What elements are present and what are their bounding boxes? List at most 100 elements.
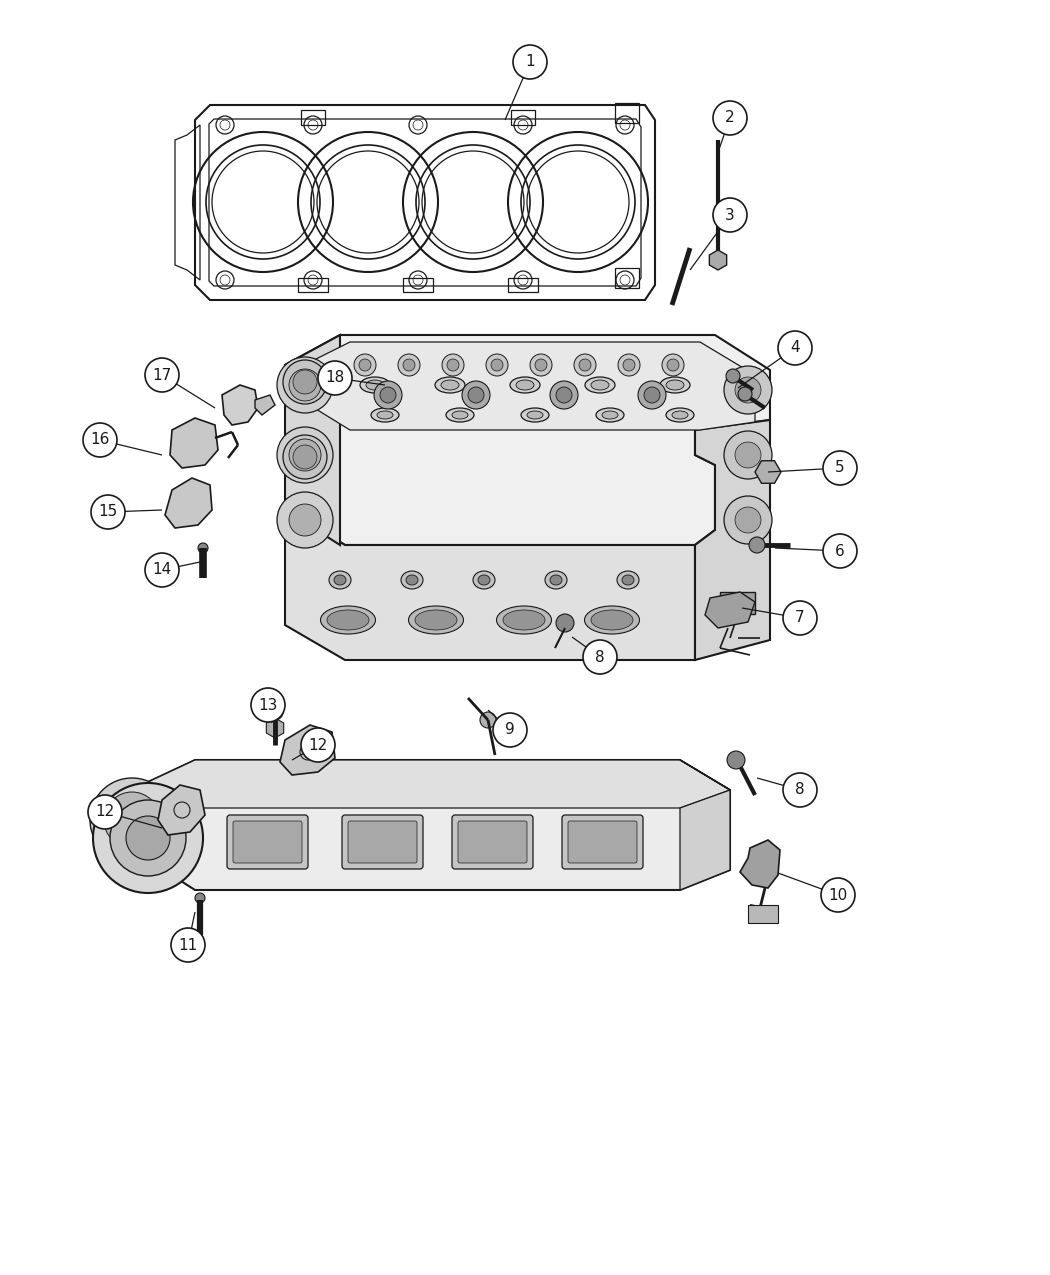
Circle shape xyxy=(823,534,857,567)
Circle shape xyxy=(462,381,490,409)
Bar xyxy=(720,592,755,615)
Polygon shape xyxy=(280,725,335,775)
FancyBboxPatch shape xyxy=(348,821,417,863)
Circle shape xyxy=(618,354,640,376)
Circle shape xyxy=(380,388,396,403)
Circle shape xyxy=(480,711,496,728)
Ellipse shape xyxy=(406,575,418,585)
Ellipse shape xyxy=(320,606,376,634)
Circle shape xyxy=(783,773,817,807)
Ellipse shape xyxy=(516,380,534,390)
Circle shape xyxy=(821,878,855,912)
Ellipse shape xyxy=(503,609,545,630)
FancyBboxPatch shape xyxy=(562,815,643,870)
Bar xyxy=(615,103,639,122)
Circle shape xyxy=(198,543,208,553)
Circle shape xyxy=(374,381,402,409)
Text: 12: 12 xyxy=(309,737,328,752)
Circle shape xyxy=(289,368,321,402)
Ellipse shape xyxy=(472,571,495,589)
Circle shape xyxy=(403,360,415,371)
Polygon shape xyxy=(255,395,275,414)
Circle shape xyxy=(823,451,857,484)
Polygon shape xyxy=(170,418,218,468)
Text: 15: 15 xyxy=(99,505,118,519)
Circle shape xyxy=(284,435,327,479)
Circle shape xyxy=(556,388,572,403)
Circle shape xyxy=(724,431,772,479)
FancyBboxPatch shape xyxy=(227,815,308,870)
Ellipse shape xyxy=(596,408,624,422)
FancyBboxPatch shape xyxy=(233,821,302,863)
Ellipse shape xyxy=(591,609,633,630)
Circle shape xyxy=(442,354,464,376)
FancyBboxPatch shape xyxy=(458,821,527,863)
Ellipse shape xyxy=(602,411,618,419)
Ellipse shape xyxy=(334,575,346,585)
Circle shape xyxy=(735,442,761,468)
Circle shape xyxy=(289,439,321,470)
Circle shape xyxy=(126,816,170,861)
Bar xyxy=(298,278,328,292)
Circle shape xyxy=(277,357,333,413)
Circle shape xyxy=(574,354,596,376)
Circle shape xyxy=(713,198,747,232)
Ellipse shape xyxy=(660,377,690,393)
Ellipse shape xyxy=(377,411,393,419)
Ellipse shape xyxy=(497,606,551,634)
FancyBboxPatch shape xyxy=(452,815,533,870)
Text: 11: 11 xyxy=(178,937,197,952)
Circle shape xyxy=(724,496,772,544)
Ellipse shape xyxy=(585,377,615,393)
Polygon shape xyxy=(222,385,258,425)
Bar xyxy=(748,905,778,923)
Polygon shape xyxy=(158,785,205,835)
Circle shape xyxy=(447,360,459,371)
Ellipse shape xyxy=(510,377,540,393)
Ellipse shape xyxy=(366,380,384,390)
Circle shape xyxy=(284,360,327,404)
Ellipse shape xyxy=(327,609,369,630)
Circle shape xyxy=(491,360,503,371)
Circle shape xyxy=(359,360,371,371)
Polygon shape xyxy=(165,478,212,528)
Ellipse shape xyxy=(478,575,490,585)
Circle shape xyxy=(93,783,203,892)
Circle shape xyxy=(724,366,772,414)
Polygon shape xyxy=(285,335,770,544)
Text: 5: 5 xyxy=(835,460,845,476)
Text: 2: 2 xyxy=(726,111,735,125)
Text: 8: 8 xyxy=(595,649,605,664)
Ellipse shape xyxy=(371,408,399,422)
Bar xyxy=(511,110,536,125)
Circle shape xyxy=(513,45,547,79)
Text: 16: 16 xyxy=(90,432,109,448)
Circle shape xyxy=(783,601,817,635)
Circle shape xyxy=(749,537,765,553)
Polygon shape xyxy=(285,335,340,544)
Circle shape xyxy=(727,751,745,769)
Ellipse shape xyxy=(527,411,543,419)
Text: 8: 8 xyxy=(795,783,804,797)
Polygon shape xyxy=(695,419,770,660)
Text: 1: 1 xyxy=(525,55,534,70)
Circle shape xyxy=(354,354,376,376)
Circle shape xyxy=(735,507,761,533)
Circle shape xyxy=(195,892,205,903)
Ellipse shape xyxy=(672,411,688,419)
Ellipse shape xyxy=(435,377,465,393)
Circle shape xyxy=(550,381,578,409)
Bar xyxy=(508,278,538,292)
Circle shape xyxy=(145,553,178,586)
Text: 17: 17 xyxy=(152,367,171,382)
Text: 6: 6 xyxy=(835,543,845,558)
Ellipse shape xyxy=(545,571,567,589)
Circle shape xyxy=(638,381,666,409)
Polygon shape xyxy=(298,342,755,430)
Circle shape xyxy=(293,370,317,394)
Ellipse shape xyxy=(622,575,634,585)
Circle shape xyxy=(735,377,761,403)
Circle shape xyxy=(486,354,508,376)
Text: 4: 4 xyxy=(791,340,800,356)
Ellipse shape xyxy=(666,380,684,390)
